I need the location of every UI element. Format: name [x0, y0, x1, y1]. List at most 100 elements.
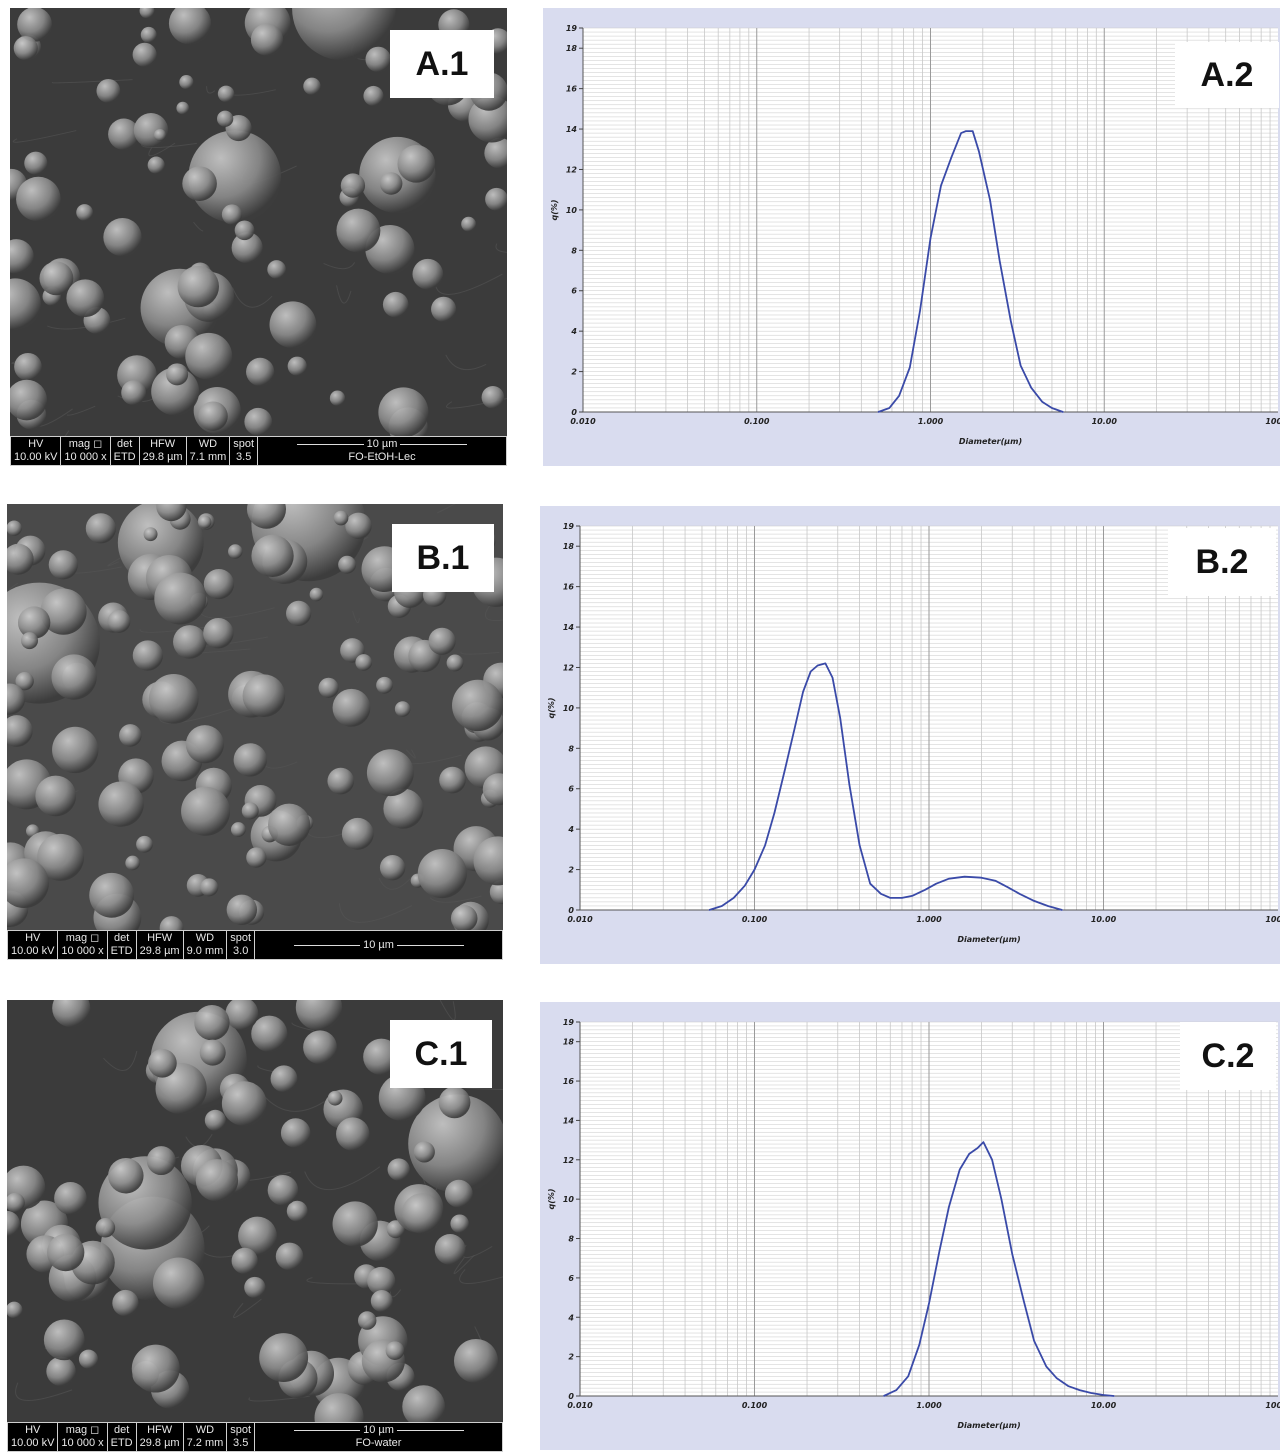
data-point — [1067, 1385, 1070, 1387]
hfw-value: 29.8 µm — [139, 1437, 180, 1449]
y-tick-label: 19 — [563, 1018, 575, 1027]
spot-value: 3.5 — [236, 451, 252, 463]
data-point — [1047, 905, 1049, 907]
sem-databar-a: HV 10.00 kV mag ◻ 10 000 x det ETD HFW 29.8 … — [10, 436, 507, 466]
panel-label-c1: C.1 — [390, 1020, 492, 1088]
data-point — [1030, 387, 1032, 389]
data-point — [895, 1389, 897, 1391]
data-point — [883, 1395, 885, 1397]
x-tick-label: 0.100 — [742, 1401, 768, 1410]
y-tick-label: 2 — [571, 368, 577, 377]
y-tick-label: 8 — [568, 1235, 574, 1244]
grid — [579, 525, 1278, 911]
panel-label-c2: C.2 — [1180, 1022, 1276, 1090]
grid — [582, 27, 1278, 413]
data-point — [848, 784, 851, 786]
data-point — [1019, 364, 1022, 367]
det-value: ETD — [113, 451, 136, 463]
hv-value: 10.00 kV — [14, 451, 58, 463]
data-point — [888, 407, 890, 409]
x-tick-label: 0.010 — [567, 1401, 593, 1410]
data-point — [744, 885, 746, 887]
data-point — [898, 395, 900, 397]
det-value: ETD — [110, 945, 133, 957]
chart-svg: 0 2 4 6 8 10 12 14 16 18 19 0.010 0.100 1.000 10.00 100… — [543, 8, 1280, 466]
wd-label: WD — [195, 1424, 215, 1436]
data-point — [968, 1153, 970, 1155]
sample-name: FO-EtOH-Lec — [348, 451, 416, 463]
data-point — [980, 877, 983, 879]
hv-value: 10.00 kV — [11, 945, 55, 957]
data-point — [1000, 1198, 1003, 1200]
y-tick-label: 8 — [568, 744, 574, 753]
data-point — [889, 897, 891, 899]
x-tick-label: 1.000 — [918, 417, 944, 426]
panel-label-b2: B.2 — [1168, 528, 1276, 596]
x-tick-label: 100.0 — [1265, 1401, 1280, 1410]
x-axis-label: Diameter(µm) — [957, 1421, 1020, 1430]
mag-label: mag ◻ — [65, 932, 100, 944]
y-tick-label: 19 — [563, 522, 575, 531]
data-point — [901, 897, 903, 899]
data-point — [977, 1147, 979, 1149]
data-point — [950, 156, 953, 158]
y-tick-label: 18 — [563, 542, 575, 551]
y-tick-label: 16 — [563, 583, 575, 592]
det-label: det — [116, 438, 133, 450]
data-point — [1045, 1365, 1047, 1368]
x-axis-label: Diameter(µm) — [957, 935, 1020, 944]
spot-value: 3.5 — [233, 1437, 249, 1449]
data-point — [965, 130, 967, 132]
data-point — [858, 844, 861, 846]
data-point — [948, 1206, 950, 1208]
data-point — [831, 676, 834, 679]
x-axis-label: Diameter(µm) — [959, 437, 1022, 446]
hfw-label: HFW — [147, 1424, 173, 1436]
x-tick-label: 0.010 — [567, 915, 593, 924]
x-tick-label: 0.100 — [742, 915, 768, 924]
data-point — [911, 895, 913, 897]
data-point — [964, 876, 966, 878]
chart-c: 0 2 4 6 8 10 12 14 16 18 19 0.010 0.100 1.000 10.00 100… — [540, 1002, 1280, 1450]
data-point — [960, 132, 962, 134]
y-tick-label: 14 — [563, 1116, 575, 1125]
data-point — [972, 130, 974, 132]
sem-image-b: B.1 HV 10.00 kV mag ◻ 10 000 x det ETD HFW 2… — [7, 504, 503, 960]
data-point — [764, 844, 766, 846]
y-tick-label: 14 — [563, 623, 575, 632]
data-point — [959, 1169, 961, 1171]
data-point — [721, 905, 723, 907]
scale-bar: 10 µm — [297, 438, 468, 451]
data-point — [753, 868, 756, 871]
mag-value: 10 000 x — [61, 945, 104, 957]
x-tick-label: 100.0 — [1265, 915, 1280, 924]
y-tick-label: 6 — [568, 785, 574, 794]
data-point — [773, 812, 775, 814]
data-point — [733, 897, 735, 899]
y-tick-label: 12 — [563, 1156, 575, 1165]
panel-label-b1: B.1 — [392, 524, 494, 592]
sem-databar-b: HV 10.00 kV mag ◻ 10 000 x det ETD HFW 29.8 … — [7, 930, 503, 960]
data-point — [1041, 401, 1043, 403]
spot-label: spot — [233, 438, 255, 450]
data-point — [919, 310, 921, 312]
data-point — [909, 366, 911, 369]
panel-label-a1: A.1 — [390, 30, 494, 98]
wd-value: 9.0 mm — [186, 945, 224, 957]
x-tick-label: 10.00 — [1091, 1401, 1117, 1410]
data-point — [877, 411, 879, 413]
sem-databar-c: HV 10.00 kV mag ◻ 10 000 x det ETD HFW 29.8 … — [7, 1422, 503, 1452]
hfw-value: 29.8 µm — [139, 945, 180, 957]
y-tick-label: 0 — [571, 408, 577, 417]
y-axis-label: q(%) — [547, 697, 556, 718]
wd-value: 7.2 mm — [186, 1437, 224, 1449]
data-point — [708, 909, 710, 911]
sem-image-a: A.1 HV 10.00 kV mag ◻ 10 000 x det ETD HFW 2… — [10, 8, 507, 466]
data-point — [982, 1141, 985, 1143]
y-tick-label: 10 — [563, 1195, 575, 1204]
data-point — [938, 1249, 941, 1251]
y-tick-label: 0 — [568, 906, 574, 915]
hfw-label: HFW — [150, 438, 176, 450]
series-line — [877, 130, 1064, 413]
data-point — [994, 880, 996, 882]
